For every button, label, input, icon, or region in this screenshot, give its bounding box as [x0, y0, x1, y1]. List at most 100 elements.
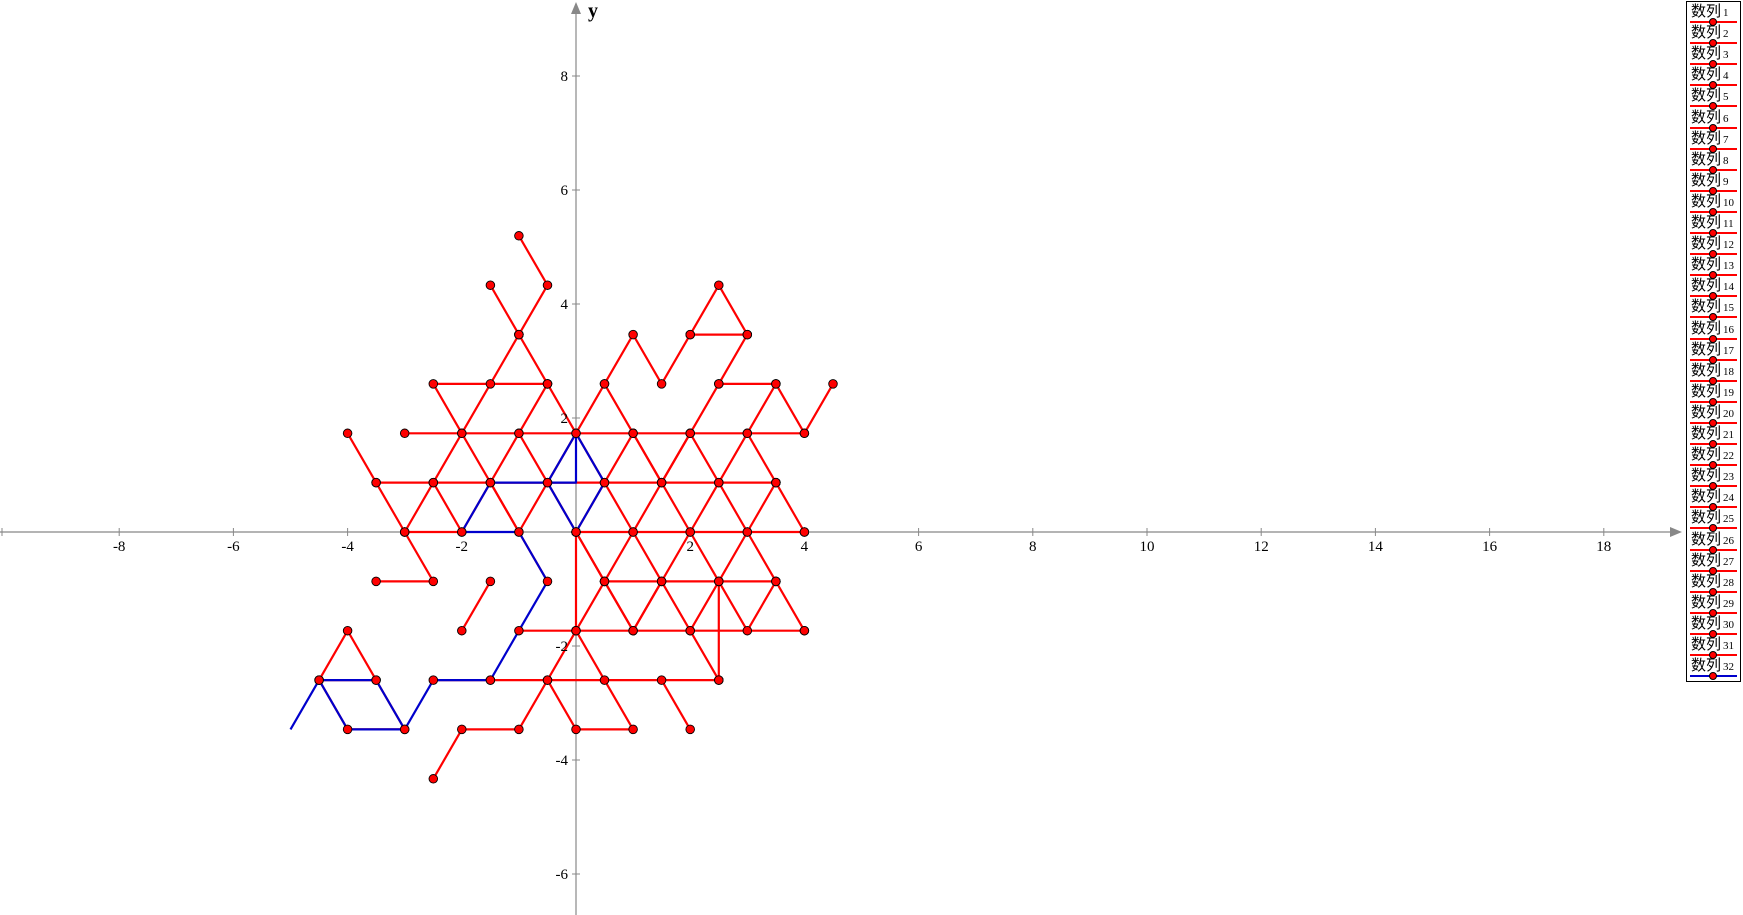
legend-item: 数列 1 [1690, 4, 1740, 26]
data-point [514, 724, 524, 735]
legend-swatch-marker [1709, 503, 1717, 512]
x-tick-label: 12 [1254, 539, 1269, 555]
x-axis-arrow [1670, 527, 1682, 537]
data-point [457, 428, 467, 439]
legend-item: 数列 20 [1690, 405, 1740, 427]
data-point [771, 576, 781, 587]
legend-label: 数列 14 [1691, 278, 1735, 295]
legend-label: 数列 2 [1691, 25, 1729, 42]
data-point [742, 625, 753, 636]
legend-swatch-marker [1709, 587, 1717, 596]
legend-swatch-marker [1709, 524, 1717, 533]
data-point [742, 329, 753, 340]
data-point [485, 576, 496, 587]
legend-swatch-marker [1709, 334, 1717, 343]
data-point [428, 477, 439, 488]
legend-label: 数列 8 [1691, 151, 1729, 168]
legend-item: 数列 16 [1690, 321, 1740, 343]
legend-label: 数列 26 [1691, 531, 1735, 548]
legend-swatch-marker [1709, 165, 1717, 174]
legend-swatch-marker [1709, 376, 1717, 385]
data-point [714, 280, 724, 290]
legend-item: 数列 6 [1690, 110, 1740, 132]
data-point [485, 675, 496, 685]
data-point [599, 477, 610, 488]
legend-label: 数列 17 [1691, 341, 1735, 358]
legend-swatch-marker [1709, 292, 1717, 301]
series-line-13 [432, 481, 806, 534]
data-point [714, 675, 724, 685]
legend-swatch-marker [1709, 545, 1717, 554]
legend-item: 数列 13 [1690, 257, 1740, 280]
legend-swatch-marker [1709, 651, 1717, 659]
data-point [371, 576, 381, 587]
legend-label: 数列 28 [1691, 573, 1735, 590]
legend-swatch-marker [1709, 313, 1717, 322]
legend-item: 数列 23 [1690, 468, 1740, 491]
series-line-25 [546, 630, 635, 731]
data-point [599, 576, 610, 587]
data-point [628, 527, 638, 537]
legend-item: 数列 2 [1690, 25, 1740, 48]
y-tick-label: 2 [561, 411, 569, 427]
legend-label: 数列 3 [1691, 46, 1729, 63]
legend-label: 数列 7 [1691, 130, 1729, 147]
data-point [314, 675, 324, 685]
data-point [685, 527, 695, 537]
legend-item: 数列 31 [1690, 637, 1740, 659]
series-line-26 [432, 679, 549, 780]
data-point [457, 527, 467, 537]
legend-item: 数列 28 [1690, 573, 1740, 596]
data-point [342, 625, 353, 636]
data-point [371, 675, 381, 685]
data-point [428, 675, 439, 685]
data-point [399, 428, 410, 439]
legend-item: 数列 30 [1690, 616, 1740, 638]
series-line-20 [575, 531, 663, 632]
legend-swatch-marker [1709, 355, 1717, 364]
legend-swatch-marker [1709, 397, 1717, 406]
data-point [656, 379, 667, 389]
legend-swatch-marker [1709, 186, 1717, 195]
legend-swatch-marker [1709, 629, 1717, 638]
legend-item: 数列 14 [1690, 278, 1740, 301]
data-point [514, 625, 524, 636]
data-point [628, 428, 638, 439]
data-point [399, 724, 410, 735]
legend-item: 数列 4 [1690, 67, 1740, 90]
legend-swatch-marker [1709, 144, 1717, 153]
legend-item: 数列 12 [1690, 236, 1740, 259]
x-tick-label: -6 [227, 539, 240, 555]
x-tick-label: 16 [1482, 539, 1498, 555]
data-point [485, 477, 496, 488]
legend-label: 数列 13 [1691, 257, 1735, 274]
data-point [656, 576, 667, 587]
legend-item: 数列 25 [1690, 510, 1740, 533]
legend-item: 数列 19 [1690, 384, 1740, 406]
legend-label: 数列 31 [1691, 637, 1735, 653]
x-tick-label: 10 [1140, 539, 1155, 555]
data-point [742, 428, 753, 439]
legend-item: 数列 11 [1690, 215, 1740, 237]
legend: 数列 1 数列 2 数列 3 数列 4 数列 5 数列 6 数列 7 数列 8 数列 9 数列 10 数列 11 数列 12 数… [1686, 1, 1741, 682]
x-tick-label: -4 [341, 539, 354, 555]
data-point [714, 379, 724, 389]
y-axis-arrow [571, 2, 581, 14]
data-point [542, 675, 553, 685]
series-line-7 [346, 432, 435, 583]
data-point [457, 724, 467, 735]
data-point [742, 527, 753, 537]
data-point [428, 379, 439, 389]
data-point [685, 625, 695, 636]
series-line-4 [603, 334, 749, 484]
legend-swatch-marker [1709, 482, 1717, 491]
legend-swatch-marker [1709, 250, 1717, 259]
y-tick-label: -4 [556, 753, 569, 769]
legend-label: 数列 4 [1691, 67, 1729, 84]
data-point [571, 428, 581, 439]
data-point [514, 329, 524, 340]
series-line-27 [660, 679, 692, 730]
legend-swatch-marker [1709, 566, 1717, 575]
data-point [799, 428, 810, 439]
x-tick-label: 4 [801, 539, 809, 555]
